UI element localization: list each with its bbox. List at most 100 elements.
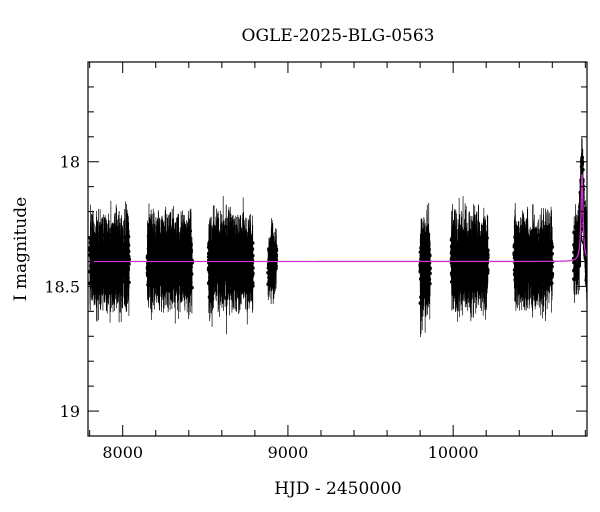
- data-point: [211, 249, 216, 254]
- data-point: [485, 269, 489, 273]
- data-point: [156, 281, 161, 286]
- data-point: [222, 238, 227, 243]
- data-point: [169, 252, 174, 256]
- data-point: [154, 248, 159, 253]
- data-point: [469, 268, 474, 273]
- data-point: [98, 244, 103, 249]
- data-point: [452, 265, 457, 270]
- data-point: [173, 271, 178, 276]
- data-point: [123, 250, 127, 255]
- data-point: [93, 250, 98, 255]
- data-point: [226, 270, 231, 275]
- data-point: [466, 265, 471, 270]
- data-point: [468, 285, 473, 290]
- data-point: [90, 267, 95, 272]
- data-point: [214, 243, 219, 248]
- data-point: [175, 251, 180, 256]
- data-point: [103, 269, 107, 273]
- data-point: [248, 245, 253, 250]
- data-point: [155, 265, 160, 269]
- data-point: [269, 266, 274, 270]
- data-point: [225, 261, 230, 266]
- data-point: [424, 249, 429, 254]
- data-point: [152, 239, 156, 244]
- data-point: [88, 253, 93, 258]
- data-points-layer: [88, 137, 587, 337]
- data-point: [147, 240, 152, 245]
- data-point: [184, 262, 188, 266]
- data-point: [238, 244, 243, 248]
- data-point: [464, 282, 469, 287]
- data-point: [235, 255, 239, 260]
- data-point: [232, 239, 237, 244]
- data-point: [424, 279, 428, 284]
- data-point: [145, 266, 150, 270]
- data-point: [94, 277, 99, 282]
- data-point: [98, 273, 103, 278]
- data-point: [103, 262, 108, 267]
- data-point: [480, 279, 485, 284]
- data-point: [230, 289, 234, 294]
- data-point: [106, 257, 111, 262]
- data-point: [126, 243, 131, 248]
- data-point: [243, 257, 248, 261]
- data-point: [423, 294, 428, 299]
- data-point: [99, 236, 104, 241]
- data-point: [464, 256, 468, 261]
- data-point: [250, 253, 255, 258]
- data-point: [460, 257, 464, 262]
- data-point: [238, 266, 243, 271]
- data-point: [246, 241, 251, 245]
- data-point: [471, 281, 476, 286]
- data-point: [88, 249, 93, 254]
- data-point: [116, 256, 121, 260]
- data-point: [169, 268, 173, 273]
- chart-title: OGLE-2025-BLG-0563: [242, 26, 435, 46]
- data-point: [163, 267, 168, 272]
- data-point: [170, 242, 175, 247]
- data-point: [149, 249, 154, 254]
- data-point: [420, 283, 424, 287]
- data-point: [483, 254, 487, 259]
- data-point: [212, 254, 217, 259]
- data-point: [450, 273, 455, 278]
- data-point: [274, 254, 279, 258]
- data-point: [91, 255, 96, 260]
- data-point: [178, 246, 183, 251]
- data-point: [110, 268, 115, 273]
- data-point: [234, 287, 238, 291]
- data-point: [218, 241, 223, 246]
- data-point: [235, 263, 240, 268]
- data-point: [178, 267, 183, 271]
- data-point: [243, 285, 248, 290]
- data-point: [125, 275, 130, 280]
- data-point: [209, 279, 214, 284]
- data-point: [250, 274, 254, 279]
- data-point: [163, 246, 167, 251]
- data-point: [181, 270, 186, 274]
- data-point: [245, 290, 250, 295]
- data-point: [425, 267, 429, 272]
- data-point: [165, 264, 169, 269]
- data-point: [463, 260, 468, 265]
- data-point: [458, 263, 463, 268]
- data-point: [171, 257, 176, 261]
- data-point: [481, 249, 486, 254]
- data-point: [474, 272, 479, 277]
- data-point: [218, 266, 223, 270]
- data-point: [476, 263, 481, 268]
- data-point: [115, 275, 120, 280]
- data-point: [272, 265, 277, 270]
- data-point: [209, 253, 214, 258]
- data-point: [108, 290, 113, 295]
- data-point: [220, 253, 225, 257]
- data-point: [221, 265, 226, 270]
- data-point: [223, 255, 227, 260]
- data-point: [188, 257, 193, 261]
- data-point: [188, 278, 192, 282]
- data-point: [229, 256, 234, 261]
- data-point: [123, 268, 128, 272]
- data-point: [418, 301, 423, 306]
- data-point: [267, 262, 272, 267]
